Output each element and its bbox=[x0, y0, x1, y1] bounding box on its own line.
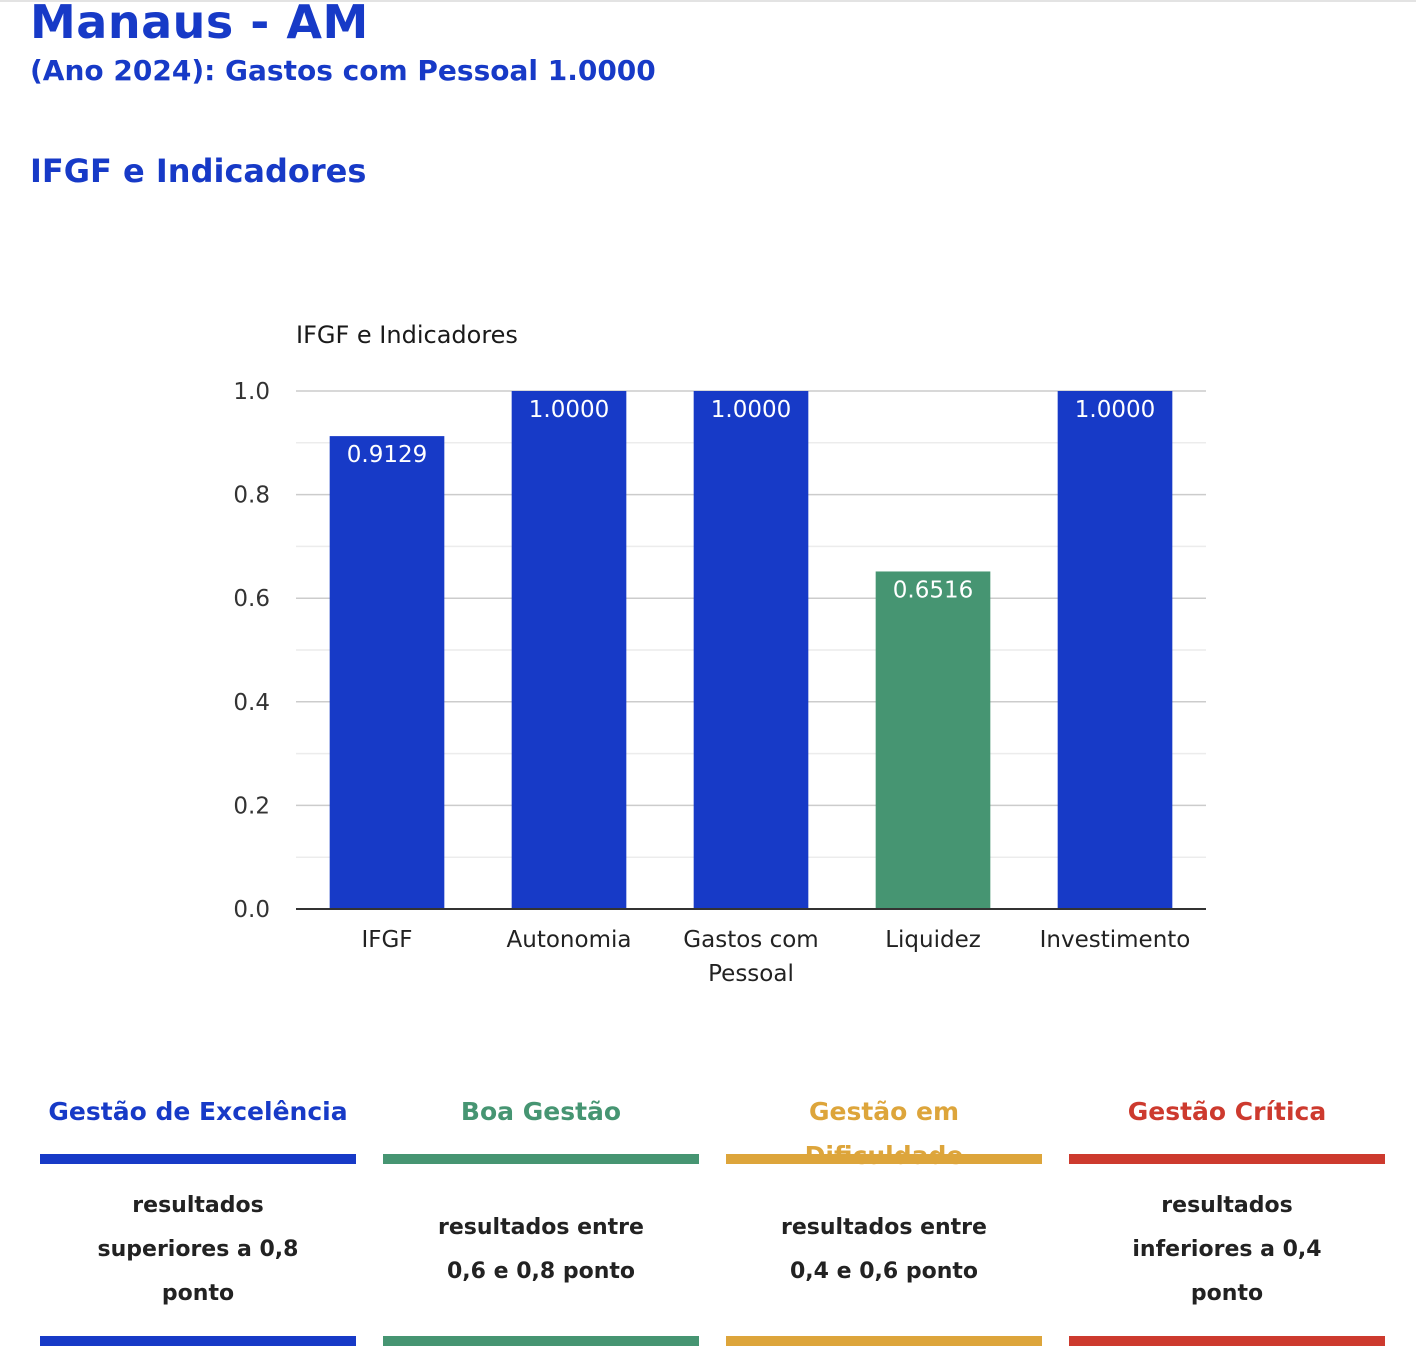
legend-color-bar-bottom bbox=[40, 1336, 356, 1346]
y-tick-label: 0.2 bbox=[233, 793, 270, 819]
legend-boa-gestao: Boa Gestão resultados entre 0,6 e 0,8 po… bbox=[383, 1090, 699, 1350]
legend-color-bar-bottom bbox=[1069, 1336, 1385, 1346]
legend-color-bar-top bbox=[383, 1154, 699, 1164]
x-tick-label: Autonomia bbox=[507, 927, 632, 953]
section-title: IFGF e Indicadores bbox=[30, 152, 367, 190]
legend-description: resultados superiores a 0,8 ponto bbox=[97, 1193, 299, 1306]
page-subtitle: (Ano 2024): Gastos com Pessoal 1.0000 bbox=[30, 54, 656, 87]
y-tick-label: 1.0 bbox=[233, 379, 270, 405]
legend-color-bar-bottom bbox=[383, 1336, 699, 1346]
legend-description-box: resultados inferiores a 0,4 ponto bbox=[1069, 1164, 1385, 1336]
bar bbox=[875, 571, 991, 909]
bar-data-label: 1.0000 bbox=[1075, 397, 1155, 423]
y-tick-label: 0.0 bbox=[233, 897, 270, 923]
legend-description: resultados entre 0,6 e 0,8 ponto bbox=[438, 1215, 644, 1284]
y-tick-label: 0.6 bbox=[233, 586, 270, 612]
legend-color-bar-bottom bbox=[726, 1336, 1042, 1346]
y-tick-label: 0.8 bbox=[233, 483, 270, 509]
legend-description-box: resultados superiores a 0,8 ponto bbox=[40, 1164, 356, 1336]
page-title: Manaus - AM bbox=[30, 0, 369, 49]
bar-data-label: 1.0000 bbox=[529, 397, 609, 423]
x-tick-label: Liquidez bbox=[885, 927, 981, 953]
x-tick-label: Pessoal bbox=[708, 961, 794, 987]
legend-description: resultados inferiores a 0,4 ponto bbox=[1132, 1193, 1322, 1306]
legend-color-bar-top bbox=[40, 1154, 356, 1164]
legend-description: resultados entre 0,4 e 0,6 ponto bbox=[781, 1215, 987, 1284]
bar bbox=[329, 436, 445, 909]
bar bbox=[693, 391, 809, 909]
bar bbox=[1057, 391, 1173, 909]
y-tick-label: 0.4 bbox=[233, 690, 270, 716]
legend-description-box: resultados entre 0,4 e 0,6 ponto bbox=[726, 1164, 1042, 1336]
legend-title: Boa Gestão bbox=[460, 1097, 622, 1126]
bar bbox=[511, 391, 627, 909]
legend-excelencia: Gestão de Excelência resultados superior… bbox=[40, 1090, 356, 1350]
legend-critica: Gestão Crítica resultados inferiores a 0… bbox=[1069, 1090, 1385, 1350]
x-tick-label: Gastos com bbox=[683, 927, 818, 953]
top-divider bbox=[0, 0, 1416, 2]
x-tick-label: IFGF bbox=[361, 927, 412, 953]
chart-title: IFGF e Indicadores bbox=[296, 321, 518, 349]
bar-data-label: 0.9129 bbox=[347, 442, 427, 468]
bar-chart: IFGF e Indicadores 0.0 0.2 0.4 0.6 0.8 1.0 0.9… bbox=[233, 321, 1206, 987]
legend-description-box: resultados entre 0,6 e 0,8 ponto bbox=[383, 1164, 699, 1336]
legend-title: Gestão de Excelência bbox=[48, 1097, 348, 1126]
legend-color-bar-top bbox=[726, 1154, 1042, 1164]
chart-container: IFGF e Indicadores 0.0 0.2 0.4 0.6 0.8 1.0 0.9… bbox=[233, 321, 1206, 987]
bar-data-label: 0.6516 bbox=[893, 577, 973, 603]
legend-color-bar-top bbox=[1069, 1154, 1385, 1164]
legend-title: Gestão Crítica bbox=[1127, 1097, 1327, 1126]
legend-dificuldade: Gestão em Dificuldade resultados entre 0… bbox=[726, 1090, 1042, 1350]
bar-data-label: 1.0000 bbox=[711, 397, 791, 423]
x-tick-label: Investimento bbox=[1040, 927, 1191, 953]
